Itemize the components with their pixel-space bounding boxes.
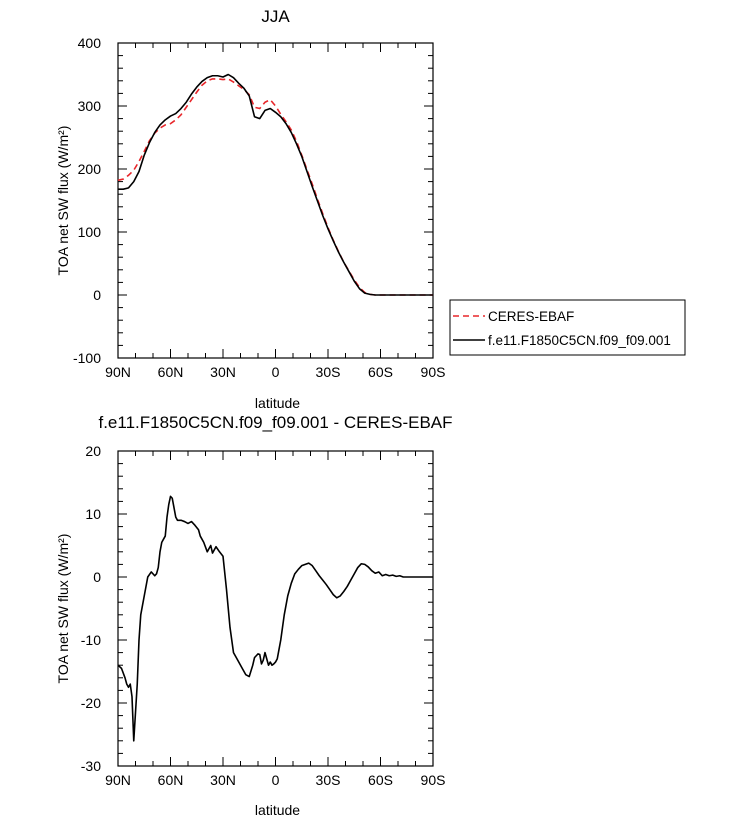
x-tick-label: 0 — [272, 772, 280, 788]
chart-title: JJA — [261, 7, 290, 26]
x-tick-label: 90S — [421, 364, 446, 380]
y-tick-label: 20 — [85, 443, 101, 459]
plot-frame — [117, 450, 434, 767]
x-tick-label: 90N — [105, 772, 131, 788]
chart-title: f.e11.F1850C5CN.f09_f09.001 - CERES-EBAF — [98, 413, 452, 432]
x-tick-label: 30N — [210, 364, 236, 380]
panel-top: JJA 90N 60N 30N 0 30S 60S 90S -100 0 100 200 300 400 l… — [55, 7, 445, 411]
y-axis-label: TOA net SW flux (W/m²) — [55, 534, 71, 684]
legend-entry-label: CERES-EBAF — [488, 309, 574, 324]
y-tick-label: 200 — [78, 161, 102, 177]
y-tick-label: 10 — [85, 506, 101, 522]
x-tick-label: 30N — [210, 772, 236, 788]
legend-box — [449, 299, 686, 356]
y-tick-label: -20 — [81, 695, 101, 711]
x-tick-label: 90S — [421, 772, 446, 788]
legend-entry-label: f.e11.F1850C5CN.f09_f09.001 — [488, 333, 671, 348]
series-line-f-e11-f1850c5cn-f09-f09-001 — [118, 73, 433, 296]
x-tick-label: 60S — [368, 772, 393, 788]
x-tick-label: 60N — [158, 364, 184, 380]
x-tick-label: 60N — [158, 772, 184, 788]
y-tick-label: 400 — [78, 35, 102, 51]
x-tick-label: 30S — [316, 772, 341, 788]
x-tick-label: 90N — [105, 364, 131, 380]
legend: CERES-EBAF f.e11.F1850C5CN.f09_f09.001 — [449, 299, 686, 356]
x-axis-label: latitude — [255, 802, 300, 818]
y-tick-label: -30 — [81, 758, 101, 774]
y-axis-label: TOA net SW flux (W/m²) — [55, 126, 71, 276]
plot-frame — [117, 42, 434, 359]
y-tick-label: -10 — [81, 632, 101, 648]
y-tick-label: 0 — [93, 287, 101, 303]
x-tick-label: 0 — [272, 364, 280, 380]
series-line-difference — [117, 495, 433, 742]
y-tick-label: -100 — [73, 350, 101, 366]
x-tick-label: 60S — [368, 364, 393, 380]
y-tick-label: 300 — [78, 98, 102, 114]
panel-bottom: f.e11.F1850C5CN.f09_f09.001 - CERES-EBAF… — [55, 413, 453, 818]
y-tick-label: 0 — [93, 569, 101, 585]
x-tick-label: 30S — [316, 364, 341, 380]
x-axis-label: latitude — [255, 395, 300, 411]
y-tick-label: 100 — [78, 224, 102, 240]
